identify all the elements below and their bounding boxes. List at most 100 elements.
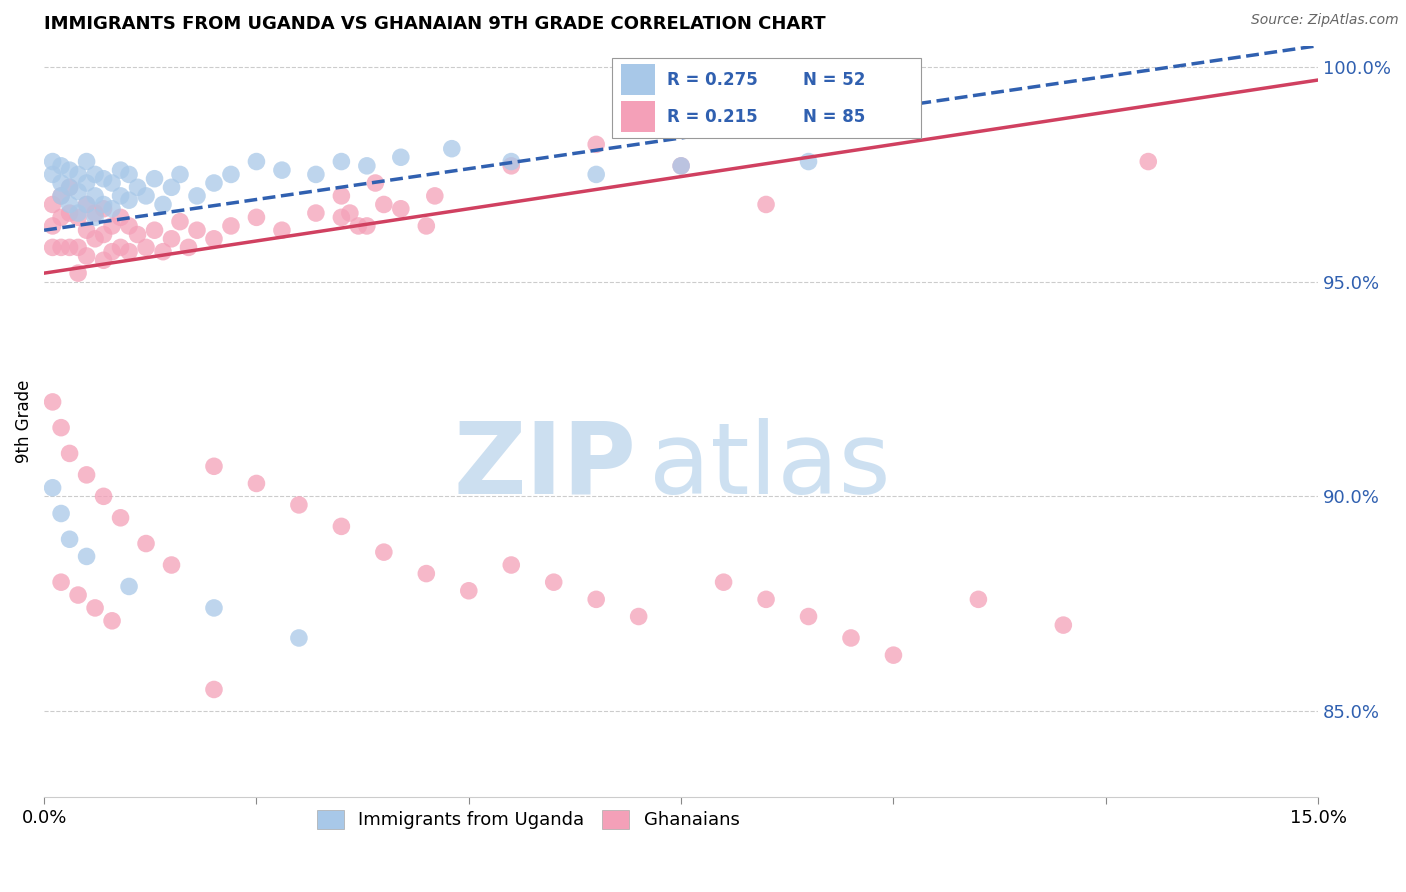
Point — [169, 168, 191, 182]
Point — [101, 219, 124, 233]
Point — [882, 648, 904, 662]
Point — [58, 533, 80, 547]
Point — [202, 176, 225, 190]
Point — [1052, 618, 1074, 632]
FancyBboxPatch shape — [621, 102, 655, 132]
Point — [76, 549, 98, 564]
Point — [49, 189, 72, 203]
Point — [101, 176, 124, 190]
FancyBboxPatch shape — [612, 58, 921, 138]
Point — [271, 163, 294, 178]
Point — [49, 189, 72, 203]
Point — [389, 202, 412, 216]
Point — [76, 197, 98, 211]
Point — [110, 163, 132, 178]
Point — [245, 154, 267, 169]
Point — [41, 168, 63, 182]
Point — [101, 202, 124, 216]
FancyBboxPatch shape — [621, 64, 655, 95]
Point — [839, 631, 862, 645]
Point — [339, 206, 361, 220]
Point — [67, 266, 90, 280]
Point — [76, 467, 98, 482]
Point — [67, 240, 90, 254]
Point — [41, 481, 63, 495]
Point — [49, 176, 72, 190]
Point — [245, 476, 267, 491]
Point — [49, 420, 72, 434]
Point — [84, 232, 107, 246]
Point — [101, 614, 124, 628]
Point — [58, 240, 80, 254]
Point — [797, 609, 820, 624]
Point — [101, 244, 124, 259]
Point — [755, 197, 778, 211]
Point — [41, 240, 63, 254]
Point — [423, 189, 446, 203]
Point — [457, 583, 479, 598]
Point — [76, 154, 98, 169]
Point — [118, 244, 141, 259]
Point — [202, 232, 225, 246]
Text: IMMIGRANTS FROM UGANDA VS GHANAIAN 9TH GRADE CORRELATION CHART: IMMIGRANTS FROM UGANDA VS GHANAIAN 9TH G… — [44, 15, 825, 33]
Point — [373, 197, 395, 211]
Point — [160, 232, 183, 246]
Point — [93, 197, 115, 211]
Point — [127, 227, 149, 242]
Point — [415, 219, 437, 233]
Point — [49, 575, 72, 590]
Point — [49, 507, 72, 521]
Point — [110, 510, 132, 524]
Point — [415, 566, 437, 581]
Point — [93, 253, 115, 268]
Point — [152, 244, 174, 259]
Point — [501, 558, 523, 572]
Point — [202, 601, 225, 615]
Point — [93, 489, 115, 503]
Point — [356, 159, 378, 173]
Point — [202, 459, 225, 474]
Point — [797, 154, 820, 169]
Point — [118, 168, 141, 182]
Point — [127, 180, 149, 194]
Point — [93, 227, 115, 242]
Point — [110, 240, 132, 254]
Point — [67, 211, 90, 225]
Point — [356, 219, 378, 233]
Point — [543, 575, 565, 590]
Point — [305, 168, 328, 182]
Legend: Immigrants from Uganda, Ghanaians: Immigrants from Uganda, Ghanaians — [309, 803, 747, 837]
Point — [669, 159, 692, 173]
Point — [67, 588, 90, 602]
Point — [330, 211, 353, 225]
Point — [135, 536, 157, 550]
Text: R = 0.275: R = 0.275 — [668, 70, 758, 88]
Text: ZIP: ZIP — [454, 417, 637, 515]
Point — [177, 240, 200, 254]
Point — [49, 240, 72, 254]
Point — [93, 171, 115, 186]
Point — [389, 150, 412, 164]
Point — [41, 219, 63, 233]
Point — [245, 211, 267, 225]
Point — [160, 180, 183, 194]
Point — [186, 189, 208, 203]
Point — [58, 163, 80, 178]
Point — [347, 219, 370, 233]
Point — [41, 197, 63, 211]
Point — [1137, 154, 1160, 169]
Point — [143, 223, 166, 237]
Point — [143, 171, 166, 186]
Point — [202, 682, 225, 697]
Text: Source: ZipAtlas.com: Source: ZipAtlas.com — [1251, 13, 1399, 28]
Point — [67, 168, 90, 182]
Point — [501, 154, 523, 169]
Point — [288, 498, 311, 512]
Point — [76, 197, 98, 211]
Text: atlas: atlas — [650, 417, 891, 515]
Text: N = 52: N = 52 — [803, 70, 866, 88]
Point — [169, 214, 191, 228]
Point — [364, 176, 387, 190]
Point — [118, 219, 141, 233]
Point — [135, 240, 157, 254]
